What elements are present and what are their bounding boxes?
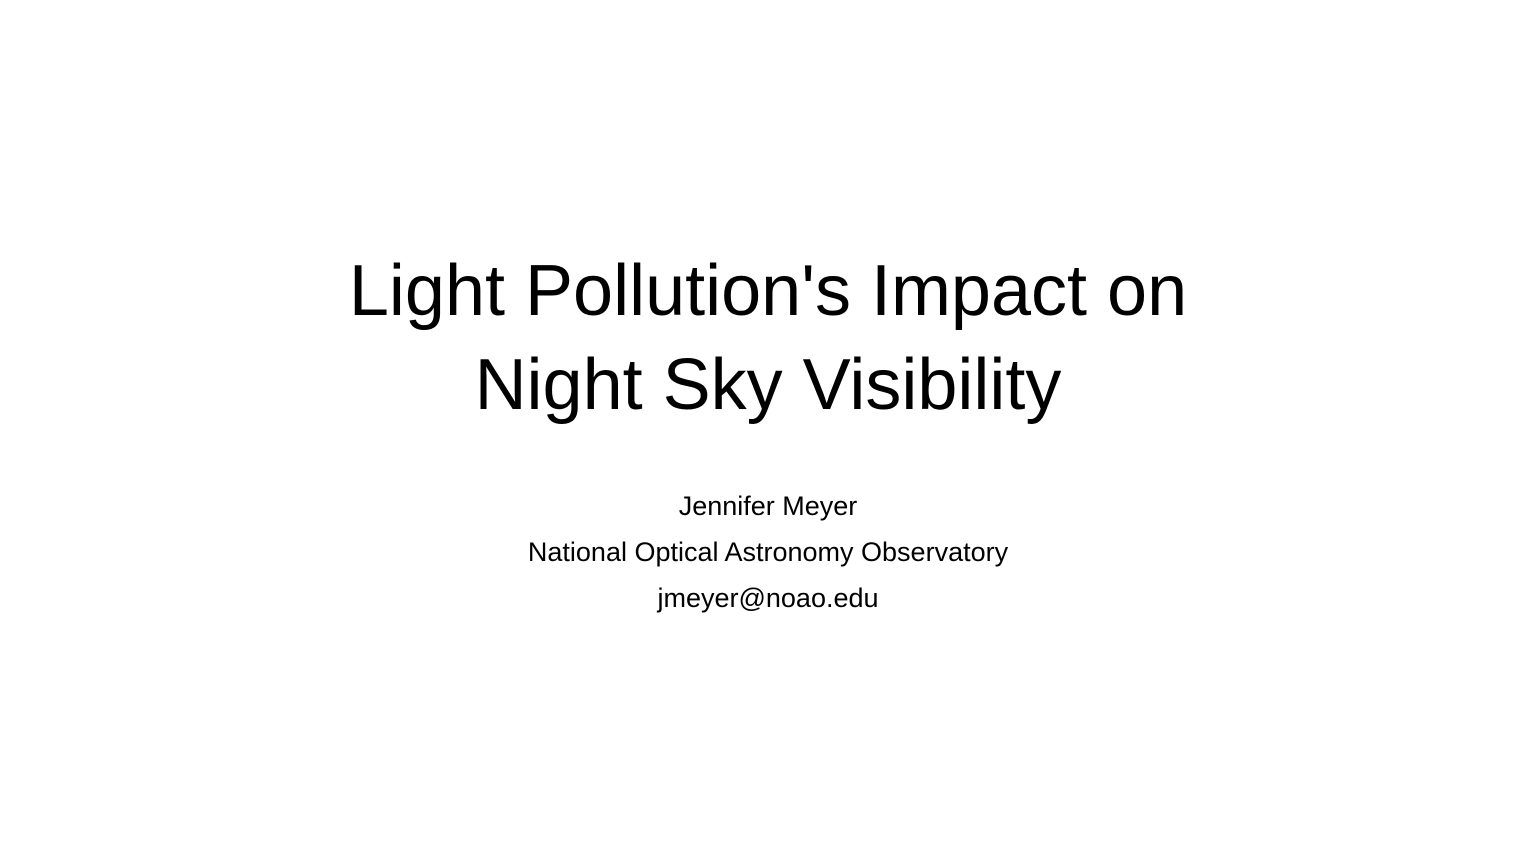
- slide-subtitle[interactable]: Jennifer Meyer National Optical Astronom…: [268, 483, 1268, 621]
- author-name: Jennifer Meyer: [678, 491, 858, 521]
- slide-title[interactable]: Light Pollution's Impact on Night Sky Vi…: [168, 244, 1368, 432]
- author-affiliation: National Optical Astronomy Observatory: [527, 537, 1009, 567]
- slide-title-line-1: Light Pollution's Impact on: [348, 251, 1188, 331]
- slide-title-line-2: Night Sky Visibility: [474, 345, 1062, 425]
- author-email: jmeyer@noao.edu: [657, 583, 879, 613]
